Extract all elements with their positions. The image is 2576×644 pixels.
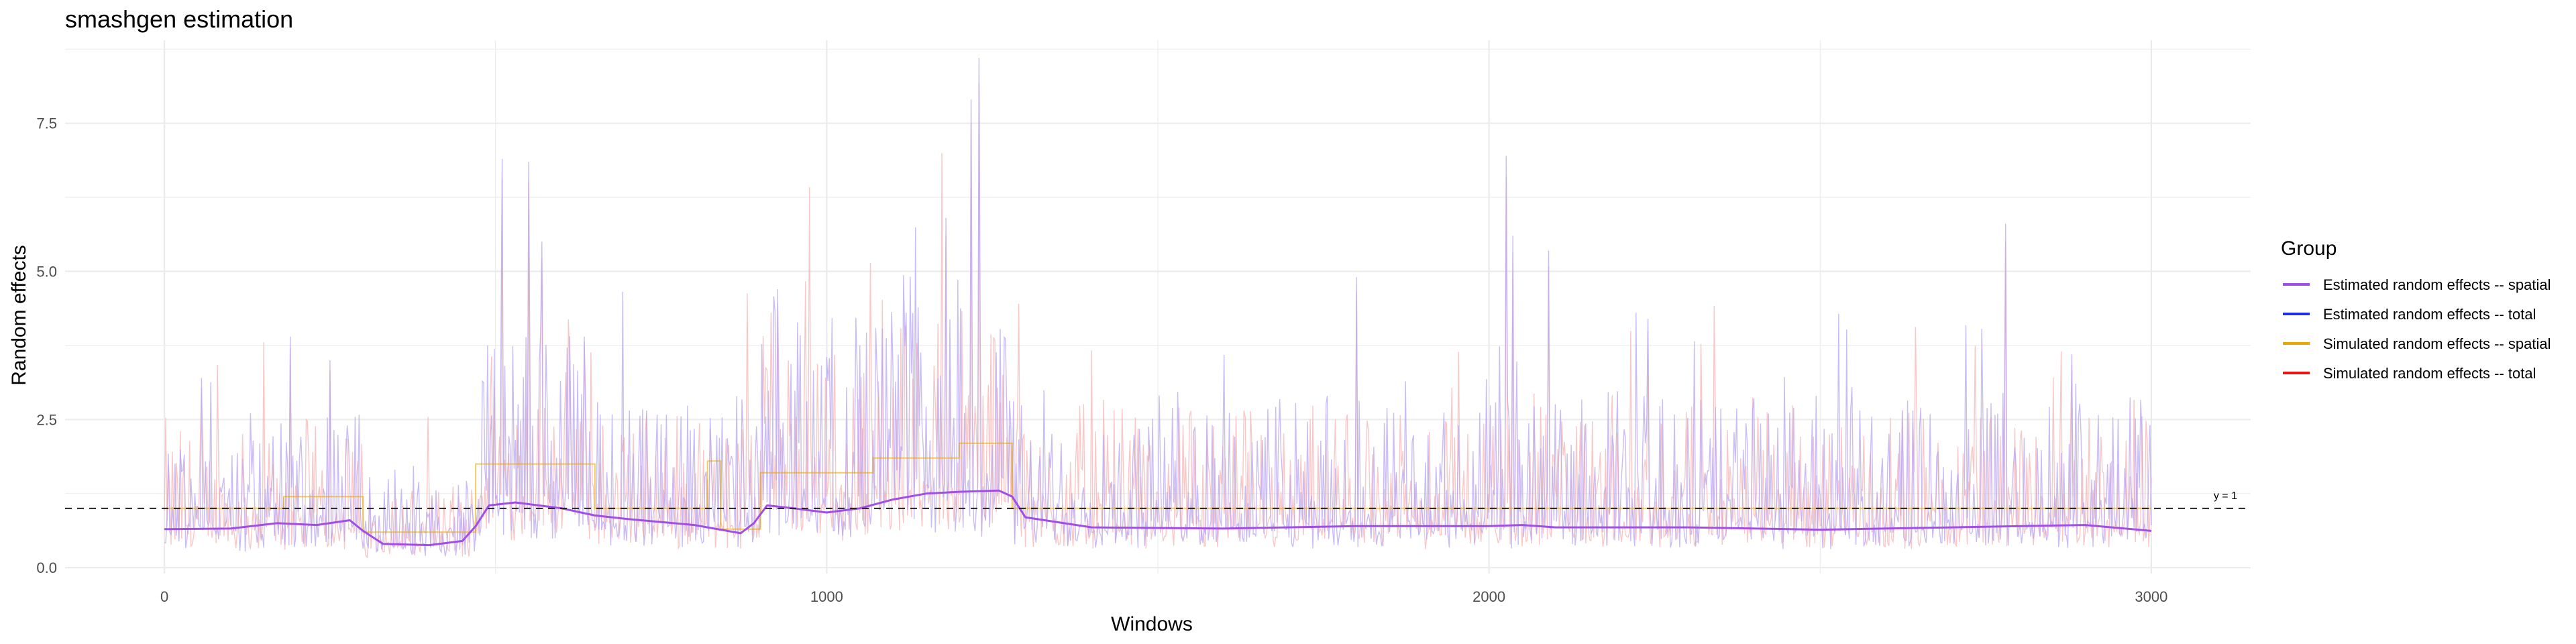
legend-label: Simulated random effects -- spatial [2323, 335, 2551, 352]
legend-title: Group [2281, 237, 2337, 260]
simulated-spatial-series [164, 442, 2151, 533]
simulated-spatial-line [164, 442, 2151, 533]
estimated-total-line [164, 58, 2152, 557]
x-tick-label: 0 [160, 588, 168, 605]
y-tick-label: 2.5 [36, 411, 57, 428]
reference-line: y = 1 [65, 490, 2251, 509]
axis-ticks: 0 1000 2000 3000 0.0 2.5 5.0 7.5 [36, 115, 2167, 605]
y-tick-label: 5.0 [36, 264, 57, 280]
legend-label: Estimated random effects -- total [2323, 306, 2536, 323]
chart-title: smashgen estimation [65, 5, 293, 33]
y-tick-label: 7.5 [36, 115, 57, 132]
x-axis-title: Windows [1111, 613, 1193, 635]
legend-label: Estimated random effects -- spatial [2323, 276, 2551, 293]
x-tick-label: 2000 [1472, 588, 1505, 605]
x-tick-label: 1000 [810, 588, 843, 605]
legend-label: Simulated random effects -- total [2323, 365, 2536, 382]
y-axis-title: Random effects [8, 245, 30, 386]
legend: Group Estimated random effects -- spatia… [2281, 237, 2551, 382]
reference-line-label: y = 1 [2214, 490, 2237, 502]
estimated-total-series [164, 58, 2152, 557]
y-tick-label: 0.0 [36, 559, 57, 576]
x-tick-label: 3000 [2135, 588, 2167, 605]
grid [65, 40, 2251, 574]
